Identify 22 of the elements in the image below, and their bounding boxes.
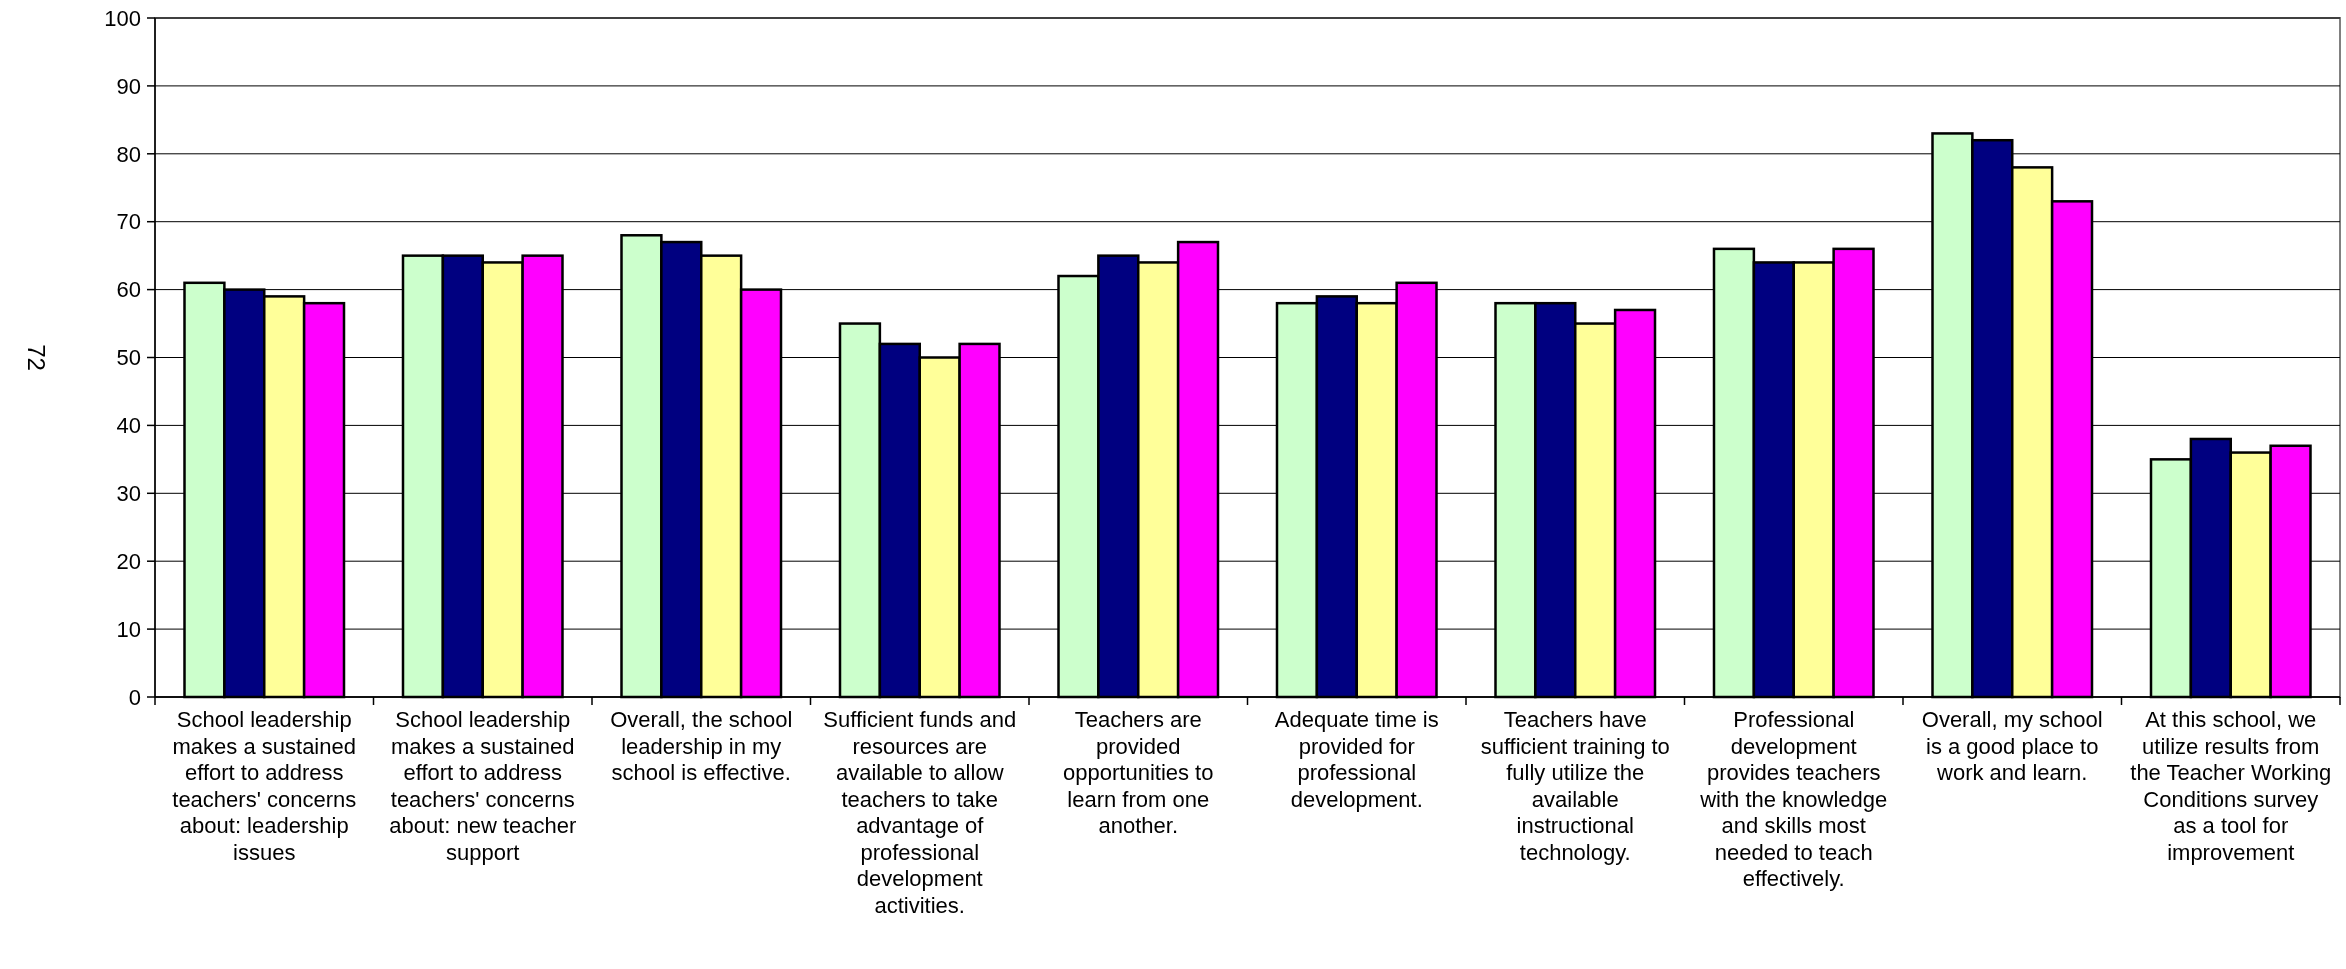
y-tick-label: 10 bbox=[116, 616, 141, 642]
x-tick-label: Teachers have sufficient training to fully utilize the available instructional technology. bbox=[1480, 707, 1670, 865]
y-tick-label: 50 bbox=[116, 345, 141, 371]
x-tick-label: Professional development provides teachers with the knowledge and skills most needed to teach effectively. bbox=[1699, 707, 1888, 891]
x-tick-label: Adequate time is provided for professional development. bbox=[1274, 707, 1439, 812]
x-tick-label: Overall, my school is a good place to work and learn. bbox=[1921, 707, 2103, 785]
y-tick-label: 80 bbox=[116, 141, 141, 167]
y-tick-label: 100 bbox=[104, 5, 141, 31]
x-tick-label: At this school, we utilize results from the Teacher Working Conditions survey as a tool for improvement bbox=[2130, 707, 2332, 865]
x-tick-label: Overall, the school leadership in my school is effective. bbox=[610, 707, 793, 785]
x-tick-label: Sufficient funds and resources are available to allow teachers to take advantage of professional development activities. bbox=[823, 707, 1017, 918]
y-tick-label: 30 bbox=[116, 481, 141, 506]
y-tick-label: 60 bbox=[116, 277, 141, 303]
x-tick-label: School leadership makes a sustained effort to address teachers' concerns about: new teacher support bbox=[389, 707, 577, 865]
y-tick-label: 70 bbox=[116, 209, 141, 235]
y-tick-label: 20 bbox=[116, 548, 141, 574]
x-tick-label: School leadership makes a sustained effort to address teachers' concerns about: leadership issues bbox=[172, 707, 357, 865]
y-tick-label: 0 bbox=[128, 684, 141, 710]
y-tick-label: 40 bbox=[116, 413, 141, 439]
y-tick-label: 90 bbox=[116, 73, 141, 99]
x-tick-label: Teachers are provided opportunities to learn from one another. bbox=[1063, 707, 1214, 838]
y-axis-title: 72 bbox=[23, 344, 50, 371]
